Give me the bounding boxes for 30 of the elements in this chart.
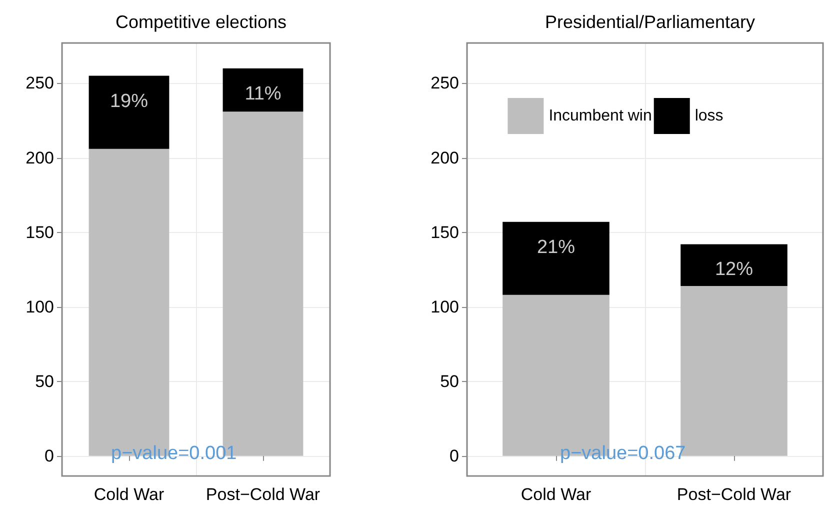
x-tick-label: Cold War: [94, 485, 164, 504]
annotation: p−value=0.001: [111, 443, 237, 464]
legend-label: loss: [694, 108, 724, 124]
x-tick-label: Post−Cold War: [676, 485, 792, 504]
x-tick-label: Cold War: [520, 485, 592, 504]
legend-label: Incumbent win: [548, 108, 652, 124]
y-tick-label: 100: [26, 297, 54, 316]
annotation: 11%: [244, 83, 282, 104]
y-tick-label: 50: [440, 372, 459, 391]
bar: [502, 222, 610, 295]
annotation: 12%: [714, 259, 754, 280]
annotation: p−value=0.067: [560, 443, 686, 464]
y-tick-label: 100: [430, 297, 459, 316]
y-tick-label: 250: [26, 74, 54, 93]
y-tick-label: 0: [450, 446, 459, 466]
bar: [222, 68, 304, 112]
y-tick-label: 150: [430, 222, 459, 242]
chart-title: Competitive elections: [115, 12, 287, 32]
y-tick-label: 50: [35, 372, 54, 391]
bar: [680, 244, 788, 286]
chart-title: Presidential/Parliamentary: [544, 12, 756, 32]
y-tick-label: 200: [26, 148, 54, 168]
y-tick-label: 0: [44, 446, 54, 466]
y-tick-label: 150: [26, 222, 54, 242]
bar: [88, 76, 170, 149]
annotation: 19%: [110, 90, 148, 112]
x-tick-label: Post−Cold War: [206, 485, 320, 504]
y-tick-label: 200: [430, 148, 459, 168]
y-tick-label: 250: [430, 74, 459, 93]
annotation: 21%: [536, 236, 576, 258]
